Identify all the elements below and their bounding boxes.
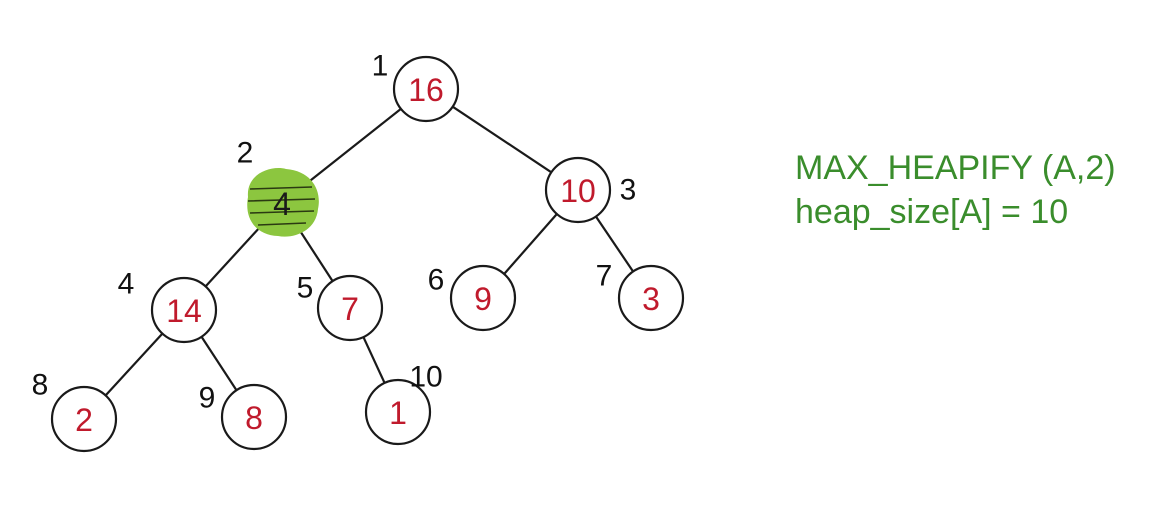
tree-edge-3-7	[595, 215, 634, 273]
heapify-call-label: MAX_HEAPIFY (A,2)	[795, 149, 1116, 187]
tree-edge-3-6	[503, 213, 558, 275]
node-circle	[150, 276, 218, 344]
current-node-highlight	[247, 168, 319, 237]
node-circle	[364, 378, 432, 446]
node-index-label-6: 6	[428, 264, 445, 297]
node-circle	[544, 156, 612, 224]
tree-nodes: 16 4 10 14 7 9 3 2 8 1	[50, 55, 685, 453]
heap-node-1: 16	[392, 55, 460, 123]
heap-node-4: 14	[150, 276, 218, 344]
node-value: 3	[642, 281, 660, 317]
heap-node-2: 4	[247, 168, 319, 237]
node-index-label-10: 10	[409, 361, 442, 394]
tree-edges	[104, 105, 634, 397]
heapify-caption: MAX_HEAPIFY (A,2) heap_size[A] = 10	[795, 146, 1116, 234]
highlight-scribble	[247, 186, 316, 226]
node-value: 9	[474, 281, 492, 317]
tree-edge-1-2	[306, 108, 402, 184]
node-value: 4	[273, 186, 291, 222]
tree-edge-4-9	[200, 336, 238, 391]
heap-node-5: 7	[316, 274, 384, 342]
tree-edge-4-8	[104, 332, 164, 397]
node-circle	[220, 383, 288, 451]
node-index-label-7: 7	[596, 260, 613, 293]
tree-edge-2-4	[204, 225, 262, 288]
node-value: 1	[389, 395, 407, 431]
node-index-label-5: 5	[297, 272, 314, 305]
heap-size-label: heap_size[A] = 10	[795, 193, 1069, 231]
node-index-label-2: 2	[237, 137, 254, 170]
node-value: 16	[408, 72, 444, 108]
node-index-labels: 1 2 3 4 5 6 7 8 9 10	[32, 50, 637, 415]
heap-node-7: 3	[617, 264, 685, 332]
node-circle	[316, 274, 384, 342]
node-value: 14	[166, 293, 202, 329]
heap-node-9: 8	[220, 383, 288, 451]
heap-node-3: 10	[544, 156, 612, 224]
node-value: 2	[75, 402, 93, 438]
heap-node-10: 1	[364, 378, 432, 446]
node-index-label-8: 8	[32, 369, 49, 402]
node-index-label-3: 3	[620, 174, 637, 207]
tree-edge-5-10	[362, 336, 386, 384]
node-circle	[449, 264, 517, 332]
node-circle	[392, 55, 460, 123]
node-value: 7	[341, 291, 359, 327]
tree-edge-2-5	[298, 229, 334, 282]
node-circle	[617, 264, 685, 332]
tree-edge-1-3	[452, 105, 552, 174]
heap-node-8: 2	[50, 385, 118, 453]
node-value: 8	[245, 400, 263, 436]
heap-node-6: 9	[449, 264, 517, 332]
node-circle	[50, 385, 118, 453]
node-index-label-1: 1	[372, 50, 389, 83]
node-index-label-9: 9	[199, 382, 216, 415]
node-index-label-4: 4	[118, 268, 135, 301]
node-value: 10	[560, 173, 596, 209]
